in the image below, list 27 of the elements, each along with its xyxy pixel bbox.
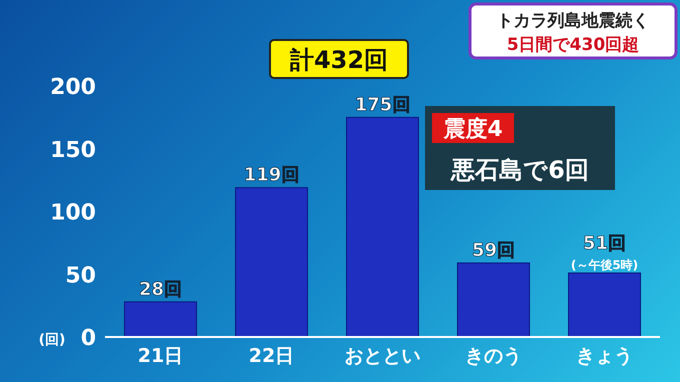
y-tick-label: 50 bbox=[65, 263, 96, 288]
bar bbox=[235, 187, 308, 338]
text: トカラ列島地震続く bbox=[496, 11, 650, 31]
data-label: 59回 bbox=[472, 240, 516, 261]
data-label: 175回 bbox=[354, 94, 410, 116]
y-axis-title: (回) bbox=[38, 332, 66, 348]
bar bbox=[124, 301, 197, 338]
x-tick-label: 21日 bbox=[138, 345, 184, 367]
x-tick-label: きょう bbox=[576, 345, 633, 367]
x-tick-label: 22日 bbox=[248, 345, 294, 367]
annotation: (～午後5時) bbox=[570, 258, 638, 272]
y-tick-label: 0 bbox=[80, 326, 96, 351]
bar bbox=[568, 272, 641, 338]
data-label: 51回 bbox=[582, 232, 626, 254]
annotation: 悪石島で6回 bbox=[450, 156, 589, 184]
annotation: 震度4 bbox=[442, 116, 503, 142]
data-label: 119回 bbox=[244, 164, 300, 186]
data-label: 28回 bbox=[138, 278, 182, 300]
x-tick-label: おととい bbox=[344, 345, 420, 367]
y-tick-label: 100 bbox=[50, 200, 96, 226]
bar bbox=[457, 262, 530, 338]
chart-title: 計432回 bbox=[288, 46, 388, 74]
bar bbox=[346, 116, 419, 338]
y-tick-label: 150 bbox=[50, 138, 96, 163]
x-tick-label: きのう bbox=[465, 345, 522, 367]
text: 5日間で430回超 bbox=[506, 35, 640, 55]
y-tick-label: 200 bbox=[50, 75, 96, 100]
